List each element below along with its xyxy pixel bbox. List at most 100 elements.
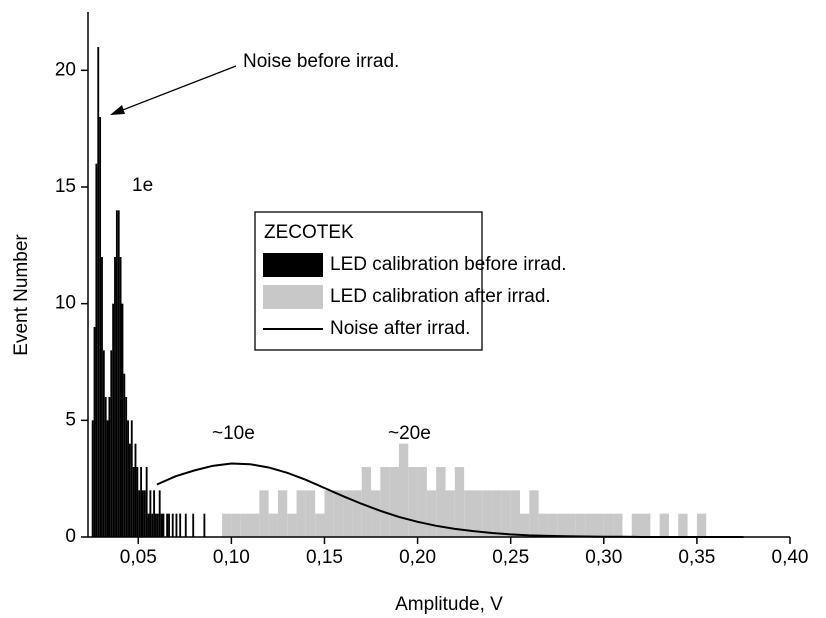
histogram-bar [97,47,100,537]
histogram-bar [142,490,144,537]
histogram-bar [464,490,474,537]
annotation: Noise before irrad. [243,51,399,72]
histogram-bar [104,397,107,537]
legend-label: Noise after irrad. [330,318,470,339]
histogram-bar [125,397,128,537]
legend-swatch [263,253,323,277]
histogram-bar [538,513,548,537]
histogram-bar [156,513,159,537]
legend-label: LED calibration after irrad. [330,286,551,307]
histogram-bar [99,117,102,537]
histogram-bar [315,513,325,537]
histogram-bar [128,443,131,537]
histogram-bar [352,490,362,537]
histogram-bar [184,513,187,537]
histogram-bar [106,420,109,537]
legend-title: ZECOTEK [264,222,354,243]
histogram-bar [575,513,586,537]
histogram-bar [436,467,446,537]
legend-label: LED calibration before irrad. [330,254,567,275]
histogram-bar [696,513,707,537]
histogram-bar [136,467,139,537]
histogram-bar [117,210,120,538]
histogram-bar [324,490,334,537]
histogram-bar [641,513,651,537]
histogram-bar [162,513,165,537]
histogram-bar [398,443,409,537]
x-tick-label: 0,05 [120,547,157,568]
histogram-bar [454,467,465,537]
histogram-bar [445,490,455,537]
annotation: ~10e [212,423,255,444]
x-tick-label: 0,10 [213,547,250,568]
x-tick-label: 0,30 [585,547,622,568]
histogram-bar [287,513,297,537]
histogram-bar [130,420,133,537]
histogram-bar [678,513,688,537]
histogram-bar [371,490,381,537]
histogram-bar [585,513,595,537]
histogram-bar [166,513,169,537]
histogram-bar [153,490,156,537]
histogram-bar [119,257,122,537]
histogram-bar [268,513,278,537]
x-axis-label: Amplitude, V [395,594,503,615]
histogram-bar [603,513,614,537]
histogram-bar [659,513,669,537]
y-tick-label: 5 [65,409,76,430]
x-tick-label: 0,15 [306,547,343,568]
histogram-bar [132,467,135,537]
histogram-bar [333,490,344,537]
histogram-bar [93,327,96,537]
histogram-bar [520,513,530,537]
histogram-bar [91,420,94,537]
y-axis-label: Event Number [11,234,32,356]
histogram-bar [102,350,105,537]
histogram-bar [631,513,642,537]
histogram-bar [259,490,269,537]
histogram-bar [557,513,567,537]
histogram-bar [179,513,182,537]
histogram-bar [134,443,137,537]
x-tick-label: 0,25 [492,547,529,568]
histogram-bar [140,467,142,537]
histogram-bar [121,303,124,537]
histogram-bar [240,513,250,537]
y-tick-label: 10 [55,293,76,314]
histogram-bar [101,257,103,537]
histogram-bar [343,490,353,537]
histogram-bar [361,467,372,537]
histogram-bar [192,513,195,537]
histogram-bar [115,210,118,538]
histogram-bar [250,513,260,537]
histogram-bar [296,490,306,537]
histogram-bar [613,513,623,537]
histogram-bar [171,513,174,537]
y-tick-label: 15 [55,176,76,197]
histogram-bar [151,513,154,537]
histogram-bar [110,350,113,537]
histogram-bar [95,163,98,537]
annotation: 1e [132,175,153,196]
histogram-bar [389,467,399,537]
histogram-bar [380,467,390,537]
histogram-bar [305,490,316,537]
histogram-bar [547,513,558,537]
histogram-bar [529,490,539,537]
histogram-bar [482,490,493,537]
legend-swatch [263,285,323,309]
histogram-bar [112,303,115,537]
histogram-bar [510,490,520,537]
histogram-bar [155,513,157,537]
histogram-bar [145,467,148,537]
histogram-bar [417,467,427,537]
histogram-bar [123,373,126,537]
histogram-bar [203,513,206,537]
histogram-bar [492,490,502,537]
histogram-bar [147,513,150,537]
histogram-bar [143,490,146,537]
histogram-bar [149,490,152,537]
arrow-head [110,105,125,115]
histogram-bar [175,513,178,537]
